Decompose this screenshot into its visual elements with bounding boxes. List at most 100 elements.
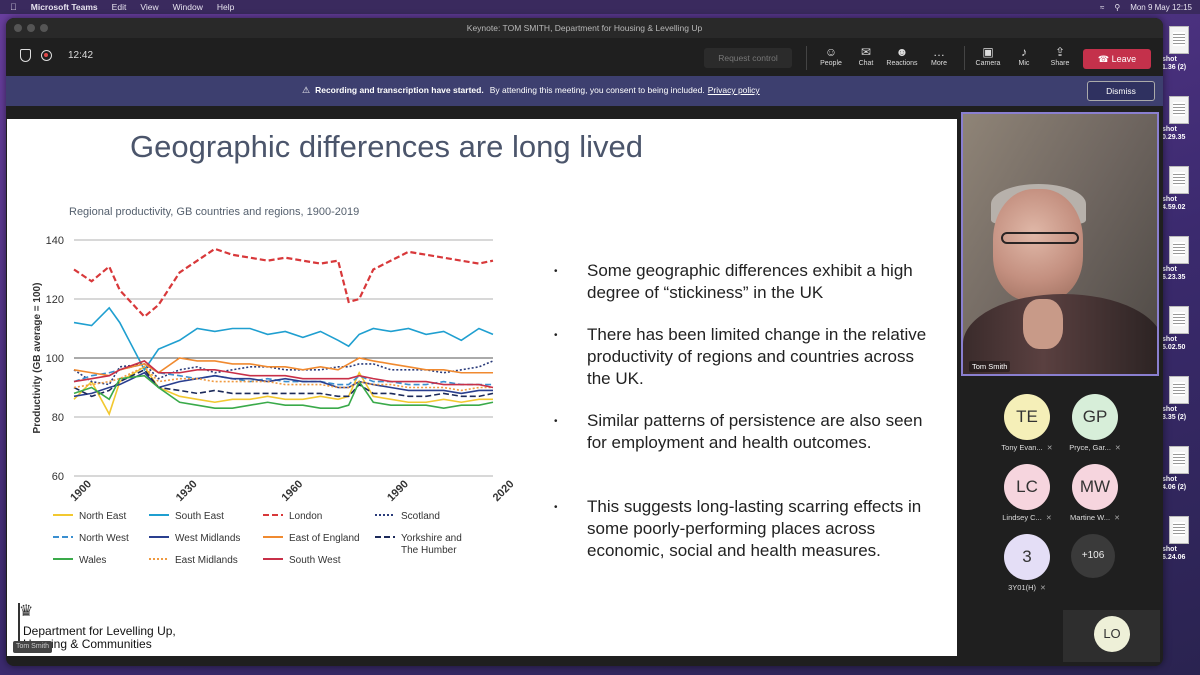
legend-label: East Midlands	[175, 555, 238, 566]
mic-muted-icon: ✕	[1046, 445, 1053, 452]
series-line-yorkshire-and-the-humber	[73, 368, 494, 398]
recording-icon[interactable]	[41, 50, 52, 61]
legend-label: North West	[79, 533, 129, 544]
self-avatar: LO	[1094, 616, 1130, 652]
file-thumbnail	[1169, 376, 1189, 404]
toolbar-divider	[964, 46, 965, 70]
desktop-screenshot-file[interactable]: shot 0.29.35	[1162, 96, 1198, 148]
y-tick-label: 140	[46, 235, 64, 247]
file-label: shot 0.29.35	[1162, 126, 1186, 141]
desktop-screenshot-file[interactable]: shot 3.35 (2)	[1162, 376, 1198, 428]
recording-banner: ⚠ Recording and transcription have starte…	[6, 76, 1163, 106]
reactions-button[interactable]: ☻ Reactions	[884, 44, 920, 74]
series-line-south-east	[73, 306, 494, 372]
meeting-timer: 12:42	[68, 50, 94, 61]
mic-off-icon: ♪	[1021, 45, 1027, 59]
share-button[interactable]: ⇪ Share	[1042, 44, 1078, 74]
menu-help[interactable]: Help	[210, 2, 234, 12]
series-line-south-west	[73, 360, 494, 389]
participant-avatar[interactable]: TE	[1004, 394, 1050, 440]
dismiss-button[interactable]: Dismiss	[1087, 81, 1155, 101]
participant-avatar[interactable]: GP	[1072, 394, 1118, 440]
speaker-name: Tom Smith	[969, 361, 1011, 372]
menubar-clock[interactable]: Mon 9 May 12:15	[1130, 2, 1192, 12]
leave-button[interactable]: ☎ Leave	[1083, 49, 1151, 69]
chat-icon: ✉	[860, 45, 872, 59]
window-controls[interactable]	[14, 24, 48, 32]
legend-label: Yorkshire and The Humber	[401, 533, 462, 556]
toolbar-button-label: More	[931, 60, 947, 67]
series-line-east-midlands	[73, 365, 493, 392]
desktop-screenshot-file[interactable]: shot 6.24.06	[1162, 516, 1198, 568]
menu-edit[interactable]: Edit	[104, 2, 127, 12]
x-tick-label: 1930	[174, 478, 200, 504]
phone-icon: ☎	[1097, 54, 1110, 64]
request-control-button[interactable]: Request control	[704, 48, 792, 68]
leave-label: Leave	[1111, 54, 1137, 64]
y-tick-label: 80	[52, 412, 64, 424]
legend-label: South East	[175, 511, 224, 522]
camera-button[interactable]: ▣ Camera	[970, 44, 1006, 74]
menu-view[interactable]: View	[133, 2, 158, 12]
reactions-icon: ☻	[895, 45, 909, 59]
participant-name-text: Martine W...	[1070, 513, 1111, 522]
file-thumbnail	[1169, 26, 1189, 54]
desktop-screenshot-file[interactable]: shot 1.36 (2)	[1162, 26, 1198, 78]
desktop-files: shot 1.36 (2) shot 0.29.35 shot 4.59.02 shot 6.…	[1162, 14, 1200, 675]
series-line-north-east	[73, 365, 493, 417]
menu-window[interactable]: Window	[165, 2, 203, 12]
participant-avatar[interactable]: LC	[1004, 464, 1050, 510]
more-participants-button[interactable]: +106	[1071, 534, 1115, 578]
file-thumbnail	[1169, 236, 1189, 264]
desktop-screenshot-file[interactable]: shot 4.59.02	[1162, 166, 1198, 218]
y-axis-label: Productivity (GB average = 100)	[32, 283, 43, 434]
window-titlebar: Keynote: TOM SMITH, Department for Housi…	[6, 18, 1163, 38]
legend-label: West Midlands	[175, 533, 240, 544]
teams-window: Keynote: TOM SMITH, Department for Housi…	[6, 18, 1163, 666]
mac-menubar:  Microsoft Teams Edit View Window Help …	[0, 0, 1200, 14]
more-button[interactable]: … More	[921, 44, 957, 74]
search-icon[interactable]: ⚲	[1114, 2, 1121, 12]
meeting-toolbar: 12:42 Request control ☺ People ✉ Chat ☻ React…	[6, 38, 1163, 76]
participant-name: Lindsey C... ✕	[987, 513, 1067, 522]
file-label: shot 4.59.02	[1162, 196, 1186, 211]
desktop-screenshot-file[interactable]: shot 5.02.50	[1162, 306, 1198, 358]
x-tick-label: 1900	[68, 478, 94, 504]
apple-icon[interactable]: 	[10, 2, 17, 12]
file-label: shot 1.36 (2)	[1162, 56, 1187, 71]
toolbar-divider	[806, 46, 807, 70]
y-tick-label: 100	[46, 353, 64, 365]
file-thumbnail	[1169, 516, 1189, 544]
participant-name-text: Pryce, Gar...	[1069, 443, 1111, 452]
participant-name-text: Tony Evan...	[1001, 443, 1043, 452]
desktop-screenshot-file[interactable]: shot 6.23.35	[1162, 236, 1198, 288]
people-button[interactable]: ☺ People	[813, 44, 849, 74]
file-label: shot 6.23.35	[1162, 266, 1186, 281]
file-label: shot 5.02.50	[1162, 336, 1186, 351]
shared-slide: Geographic differences are long lived Re…	[7, 119, 957, 656]
slide-title: Geographic differences are long lived	[130, 129, 643, 164]
wifi-icon[interactable]: ≈	[1099, 2, 1105, 12]
department-name: Department for Levelling Up, Housing & C…	[23, 624, 176, 651]
people-icon: ☺	[824, 45, 838, 59]
speaker-video-tile[interactable]: Tom Smith	[961, 112, 1159, 376]
chat-button[interactable]: ✉ Chat	[848, 44, 884, 74]
self-video-tile[interactable]: LO	[1063, 610, 1160, 662]
privacy-policy-link[interactable]: Privacy policy	[707, 85, 760, 95]
bullet-4-text: This suggests long-lasting scarring effe…	[587, 497, 922, 560]
menu-app-name[interactable]: Microsoft Teams	[24, 2, 98, 12]
legend-label: Scotland	[401, 511, 440, 522]
participant-avatar[interactable]: MW	[1072, 464, 1118, 510]
series-line-east-of-england	[73, 357, 493, 377]
shield-icon[interactable]	[20, 49, 31, 62]
participant-name: Tony Evan... ✕	[987, 443, 1067, 452]
desktop-screenshot-file[interactable]: shot 4.06 (2)	[1162, 446, 1198, 498]
mic-muted-icon: ✕	[1040, 585, 1046, 592]
banner-bold-text: Recording and transcription have started…	[315, 85, 484, 95]
toolbar-button-label: Share	[1050, 60, 1070, 67]
mic-button[interactable]: ♪ Mic	[1006, 44, 1042, 74]
camera-off-icon: ▣	[982, 45, 994, 59]
participant-name-text: 3Y01(H)	[1008, 583, 1037, 592]
legend-label: North East	[79, 511, 126, 522]
participant-avatar[interactable]: 3	[1004, 534, 1050, 580]
